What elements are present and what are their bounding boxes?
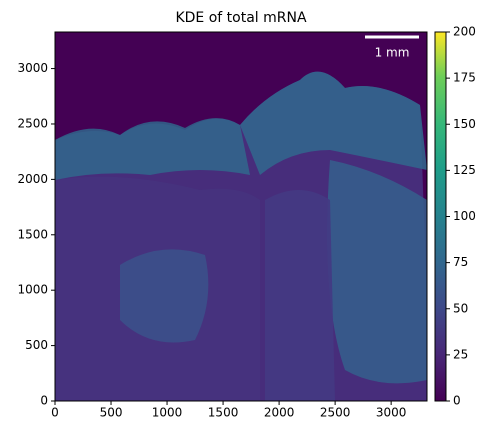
chart-title: KDE of total mRNA xyxy=(175,10,307,26)
y-tick-label: 3000 xyxy=(17,61,48,75)
x-tick-label: 2500 xyxy=(320,406,351,420)
colorbar-tick-label: 175 xyxy=(453,71,476,85)
colorbar-tick-label: 150 xyxy=(453,117,476,131)
y-tick-label: 2000 xyxy=(17,172,48,186)
tissue xyxy=(240,71,427,175)
colorbar-tick-label: 75 xyxy=(453,255,468,269)
x-tick-label: 1500 xyxy=(208,406,239,420)
x-tick-label: 500 xyxy=(100,406,123,420)
tissue xyxy=(55,118,250,180)
x-tick-label: 1000 xyxy=(152,406,183,420)
y-tick-label: 1500 xyxy=(17,227,48,241)
tissue xyxy=(120,249,209,343)
colorbar-tick-label: 200 xyxy=(453,25,476,39)
y-tick-label: 1000 xyxy=(17,283,48,297)
colorbar-tick-label: 25 xyxy=(453,347,468,361)
colorbar-tick-label: 0 xyxy=(453,394,461,408)
image xyxy=(55,32,427,401)
plot-frame xyxy=(54,31,428,402)
colorbar xyxy=(434,31,447,402)
scale-bar-label: 1 mm xyxy=(375,46,410,60)
x-tick-label: 0 xyxy=(51,406,59,420)
x-tick-label: 3000 xyxy=(376,406,407,420)
colorbar-tick-label: 50 xyxy=(453,301,468,315)
x-tick-label: 2000 xyxy=(264,406,295,420)
tissue xyxy=(327,160,427,384)
colorbar-tick-label: 125 xyxy=(453,163,476,177)
y-tick-label: 0 xyxy=(40,394,48,408)
y-tick-label: 500 xyxy=(25,338,48,352)
y-tick-label: 2500 xyxy=(17,116,48,130)
colorbar-tick-label: 100 xyxy=(453,209,476,223)
tissue xyxy=(265,190,335,401)
